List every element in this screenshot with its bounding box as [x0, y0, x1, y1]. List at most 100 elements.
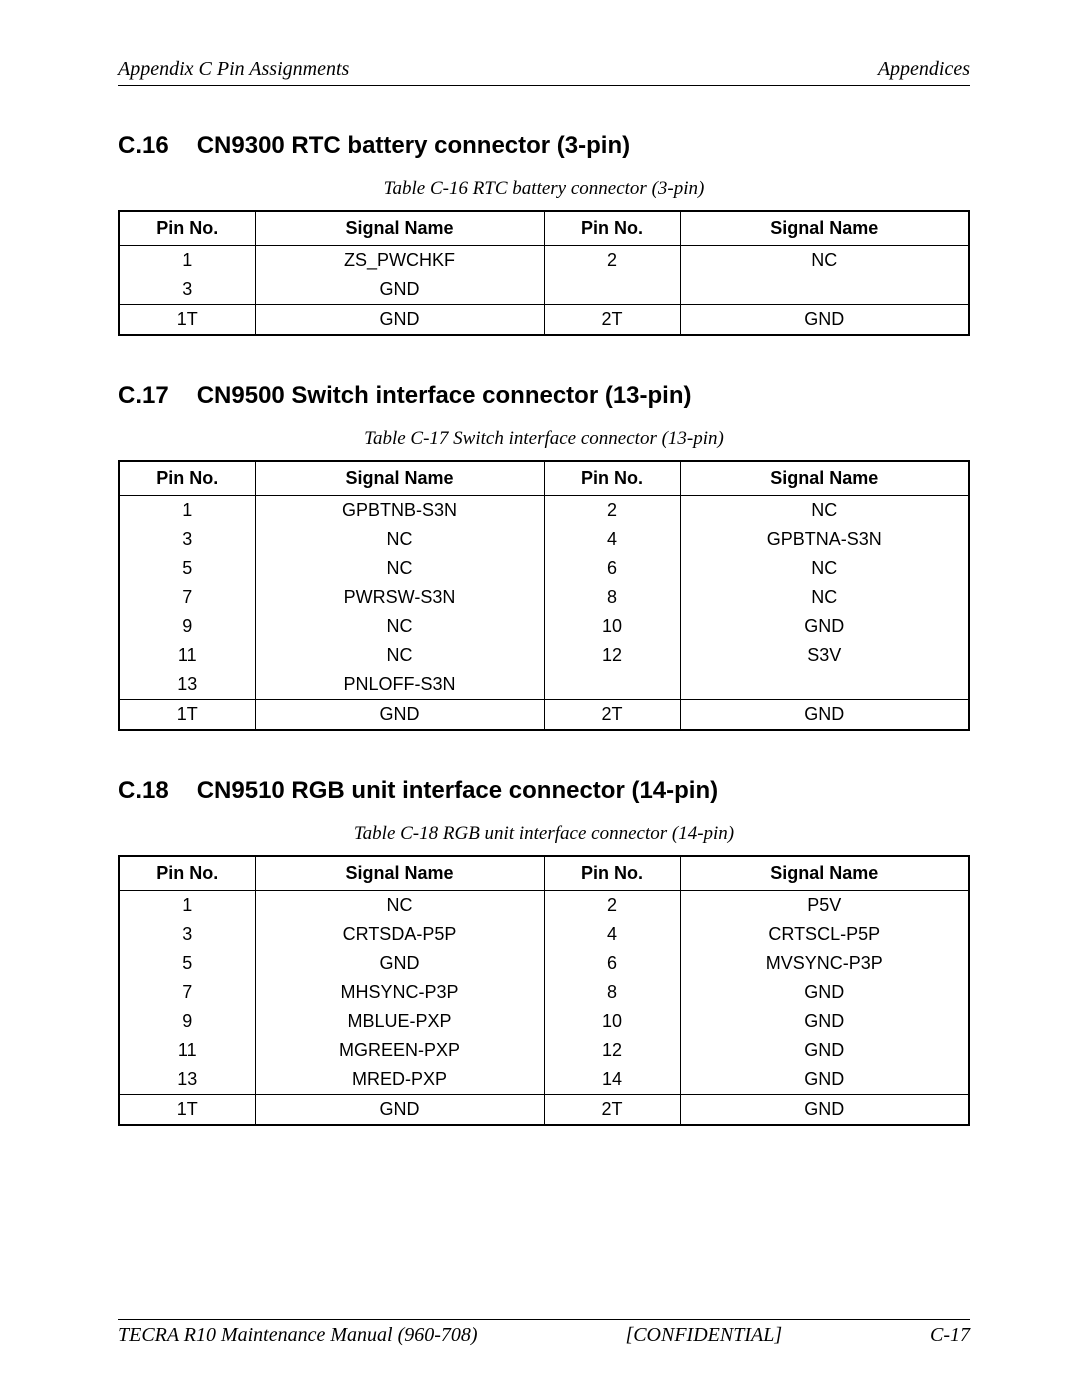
cell-pin: 12: [544, 641, 680, 670]
cell-signal: ZS_PWCHKF: [255, 246, 544, 276]
cell-pin: 6: [544, 949, 680, 978]
cell-pin: 11: [119, 1036, 255, 1065]
cell-pin: 13: [119, 1065, 255, 1095]
col-signal: Signal Name: [255, 461, 544, 496]
cell-pin: 7: [119, 978, 255, 1007]
cell-pin: 2: [544, 496, 680, 526]
table-row: 5 GND 6 MVSYNC-P3P: [119, 949, 969, 978]
cell-signal: MGREEN-PXP: [255, 1036, 544, 1065]
cell-pin: 12: [544, 1036, 680, 1065]
cell-signal: GND: [680, 700, 969, 731]
section-c16: C.16 CN9300 RTC battery connector (3-pin…: [118, 132, 970, 336]
table-row: 1 ZS_PWCHKF 2 NC: [119, 246, 969, 276]
section-heading: C.18 CN9510 RGB unit interface connector…: [118, 777, 970, 805]
cell-signal: GND: [255, 700, 544, 731]
cell-signal: CRTSCL-P5P: [680, 920, 969, 949]
cell-signal: [680, 275, 969, 305]
cell-pin: 4: [544, 920, 680, 949]
cell-pin: [544, 670, 680, 700]
cell-pin: 13: [119, 670, 255, 700]
footer-left: TECRA R10 Maintenance Manual (960-708): [118, 1324, 478, 1347]
cell-pin: 9: [119, 612, 255, 641]
cell-signal: NC: [680, 496, 969, 526]
cell-signal: NC: [255, 891, 544, 921]
table-header-row: Pin No. Signal Name Pin No. Signal Name: [119, 461, 969, 496]
cell-pin: 6: [544, 554, 680, 583]
table-trailer-row: 1T GND 2T GND: [119, 305, 969, 336]
col-signal: Signal Name: [680, 856, 969, 891]
cell-signal: MVSYNC-P3P: [680, 949, 969, 978]
table-row: 5 NC 6 NC: [119, 554, 969, 583]
table-row: 9 NC 10 GND: [119, 612, 969, 641]
table-row: 7 PWRSW-S3N 8 NC: [119, 583, 969, 612]
col-pin: Pin No.: [119, 461, 255, 496]
table-row: 11 MGREEN-PXP 12 GND: [119, 1036, 969, 1065]
header-left: Appendix C Pin Assignments: [118, 58, 349, 81]
section-title: CN9300 RTC battery connector (3-pin): [197, 132, 630, 160]
section-number: C.18: [118, 777, 169, 805]
table-caption: Table C-18 RGB unit interface connector …: [118, 823, 970, 845]
cell-signal: GPBTNA-S3N: [680, 525, 969, 554]
section-heading: C.17 CN9500 Switch interface connector (…: [118, 382, 970, 410]
cell-pin: 2T: [544, 700, 680, 731]
cell-signal: GND: [680, 978, 969, 1007]
table-row: 7 MHSYNC-P3P 8 GND: [119, 978, 969, 1007]
footer-center: [CONFIDENTIAL]: [625, 1324, 782, 1347]
header-right: Appendices: [878, 58, 970, 81]
cell-signal: NC: [255, 554, 544, 583]
cell-pin: 1: [119, 246, 255, 276]
cell-pin: 4: [544, 525, 680, 554]
table-row: 9 MBLUE-PXP 10 GND: [119, 1007, 969, 1036]
pin-table-c16: Pin No. Signal Name Pin No. Signal Name …: [118, 210, 970, 336]
cell-pin: 11: [119, 641, 255, 670]
cell-pin: 7: [119, 583, 255, 612]
cell-pin: 8: [544, 978, 680, 1007]
cell-pin: 3: [119, 920, 255, 949]
col-pin: Pin No.: [544, 461, 680, 496]
col-signal: Signal Name: [680, 211, 969, 246]
col-signal: Signal Name: [680, 461, 969, 496]
cell-signal: NC: [680, 246, 969, 276]
cell-signal: GND: [680, 1095, 969, 1126]
cell-pin: 8: [544, 583, 680, 612]
section-c18: C.18 CN9510 RGB unit interface connector…: [118, 777, 970, 1126]
cell-pin: 3: [119, 525, 255, 554]
table-row: 1 NC 2 P5V: [119, 891, 969, 921]
cell-signal: GND: [255, 305, 544, 336]
cell-signal: GND: [255, 949, 544, 978]
col-pin: Pin No.: [119, 211, 255, 246]
cell-signal: NC: [680, 554, 969, 583]
table-row: 1 GPBTNB-S3N 2 NC: [119, 496, 969, 526]
cell-signal: CRTSDA-P5P: [255, 920, 544, 949]
section-title: CN9510 RGB unit interface connector (14-…: [197, 777, 718, 805]
cell-signal: PWRSW-S3N: [255, 583, 544, 612]
cell-signal: GND: [680, 612, 969, 641]
cell-signal: NC: [255, 641, 544, 670]
table-header-row: Pin No. Signal Name Pin No. Signal Name: [119, 211, 969, 246]
page-footer: TECRA R10 Maintenance Manual (960-708) […: [118, 1319, 970, 1347]
cell-signal: GND: [680, 1007, 969, 1036]
table-row: 13 PNLOFF-S3N: [119, 670, 969, 700]
table-header-row: Pin No. Signal Name Pin No. Signal Name: [119, 856, 969, 891]
table-row: 3 GND: [119, 275, 969, 305]
cell-signal: GND: [255, 275, 544, 305]
table-trailer-row: 1T GND 2T GND: [119, 1095, 969, 1126]
cell-pin: 9: [119, 1007, 255, 1036]
col-signal: Signal Name: [255, 211, 544, 246]
cell-pin: 1T: [119, 305, 255, 336]
section-number: C.16: [118, 132, 169, 160]
table-row: 3 NC 4 GPBTNA-S3N: [119, 525, 969, 554]
table-row: 11 NC 12 S3V: [119, 641, 969, 670]
col-pin: Pin No.: [544, 856, 680, 891]
col-signal: Signal Name: [255, 856, 544, 891]
cell-pin: [544, 275, 680, 305]
cell-pin: 10: [544, 1007, 680, 1036]
cell-signal: P5V: [680, 891, 969, 921]
cell-signal: S3V: [680, 641, 969, 670]
cell-signal: [680, 670, 969, 700]
cell-signal: GND: [680, 305, 969, 336]
cell-signal: GND: [680, 1036, 969, 1065]
table-caption: Table C-16 RTC battery connector (3-pin): [118, 178, 970, 200]
table-caption: Table C-17 Switch interface connector (1…: [118, 428, 970, 450]
cell-signal: NC: [680, 583, 969, 612]
